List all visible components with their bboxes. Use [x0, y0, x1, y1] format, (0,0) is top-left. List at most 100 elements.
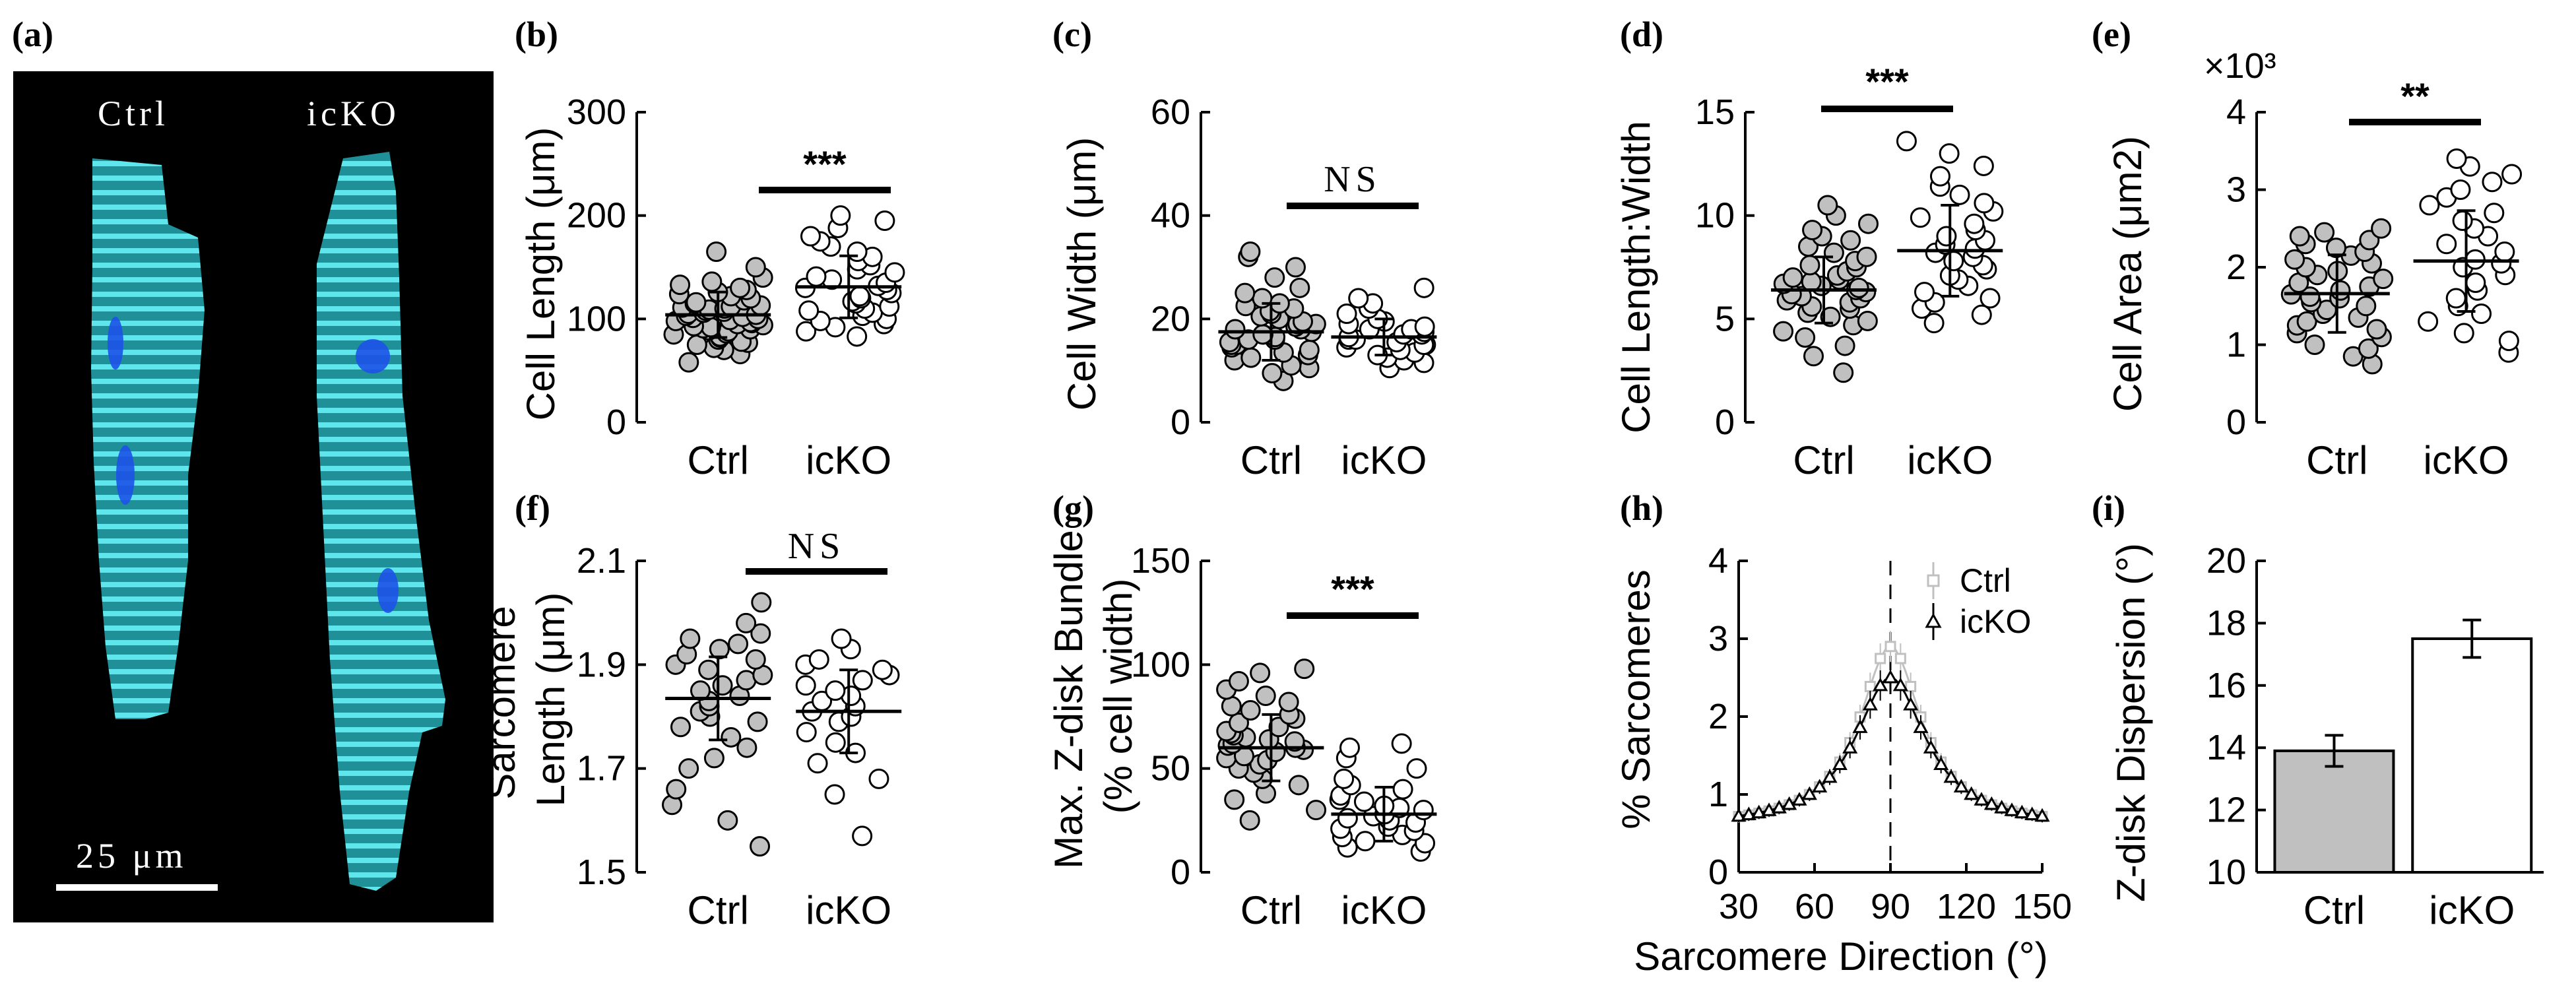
data-point-ctrl: [745, 257, 766, 278]
data-point-ctrl: [1820, 306, 1841, 327]
data-point-ctrl: [1224, 789, 1245, 810]
y-tick-label-i: 18: [2206, 603, 2246, 643]
x-tick-label-i: icKO: [2429, 888, 2515, 932]
data-point-icko: [1741, 806, 1756, 820]
data-point-ctrl: [1306, 800, 1327, 821]
data-point-ctrl: [1255, 686, 1276, 707]
chart-d: 0 5 10 15 Ctrl icKO ***: [1695, 61, 2004, 482]
data-point-icko: [2450, 179, 2471, 200]
chart-b: 0 100 200 300 Ctrl icKO ***: [567, 92, 905, 482]
data-point-ctrl: [717, 810, 738, 831]
panel-label-b: (b): [515, 15, 558, 54]
data-point-icko: [1842, 740, 1858, 754]
data-point-icko: [1339, 737, 1360, 758]
panel-a: (a) Ctrl icKO 25 μm: [12, 15, 494, 922]
data-point-ctrl: [2330, 280, 2351, 301]
data-point-ctrl: [698, 659, 719, 680]
micrograph: [13, 71, 494, 922]
data-point-icko: [1896, 131, 1917, 152]
data-point-ctrl: [1239, 810, 1260, 831]
data-point-icko: [1392, 779, 1413, 800]
data-point-ctrl: [670, 274, 691, 296]
x-tick-label-c: icKO: [1341, 438, 1427, 482]
ylabel-b: Cell Length (μm): [519, 127, 563, 421]
data-point-icko: [2498, 331, 2519, 352]
chart-c: 0 20 40 60 Ctrl icKO NS: [1151, 92, 1437, 482]
data-point-icko: [2494, 241, 2515, 262]
data-point-icko: [1983, 796, 1999, 810]
data-point-icko: [1903, 697, 1919, 711]
significance-label-g: ***: [1331, 568, 1374, 610]
chart-h: 0 1 2 3 4 30 60 90 120 150 Ctrl icKO: [1708, 541, 2072, 926]
data-point-ctrl: [2304, 335, 2325, 355]
significance-label-f: NS: [788, 526, 846, 567]
ylabel-h: % Sarcomeres: [1614, 569, 1658, 829]
panel-label-d: (d): [1620, 15, 1663, 54]
ylabel-i: Z-disk Dispersion (°): [2109, 543, 2153, 902]
y-tick-label-e: 0: [2226, 402, 2246, 442]
ylabel-c: Cell Width (μm): [1060, 137, 1104, 411]
data-point-ctrl: [1894, 653, 1906, 664]
data-point-icko: [806, 266, 827, 287]
data-point-icko: [1355, 831, 1376, 852]
y-tick-label-f: 1.9: [577, 645, 626, 684]
data-point-ctrl: [1802, 220, 1823, 241]
chart-f: 1.5 1.7 1.9 2.1 Ctrl icKO NS: [577, 526, 902, 932]
data-point-icko: [2484, 203, 2505, 224]
data-point-icko: [2419, 195, 2440, 216]
data-point-icko: [1974, 193, 1995, 214]
data-point-ctrl: [686, 292, 707, 313]
data-point-ctrl: [2366, 319, 2387, 340]
data-point-icko: [1971, 304, 1992, 325]
y-tick-label-h: 4: [1708, 541, 1728, 581]
data-point-icko: [1353, 791, 1374, 812]
data-point-icko: [2471, 304, 2492, 324]
data-point-icko: [1761, 802, 1777, 816]
y-tick-label-d: 0: [1715, 402, 1735, 442]
significance-label-c: NS: [1324, 159, 1382, 200]
data-point-icko: [1980, 288, 2001, 309]
y-tick-label-g: 150: [1131, 541, 1190, 581]
data-point-ctrl: [1799, 255, 1820, 276]
data-point-ctrl: [1235, 282, 1256, 304]
data-point-icko: [1873, 677, 1888, 691]
data-point-icko: [2014, 804, 2030, 819]
data-point-icko: [1949, 184, 1970, 205]
data-point-icko: [800, 226, 821, 247]
data-point-ctrl: [2373, 269, 2394, 290]
data-point-icko: [874, 210, 895, 231]
y-tick-label-c: 0: [1171, 402, 1190, 442]
ylabel-e: Cell Area (μm2): [2106, 136, 2150, 412]
data-point-ctrl: [2314, 222, 2335, 243]
x-tick-label-f: Ctrl: [688, 888, 749, 932]
data-point-ctrl: [1803, 346, 1824, 367]
y-tick-label-f: 2.1: [577, 541, 626, 581]
xlabel-h: Sarcomere Direction (°): [1634, 934, 2047, 979]
y-tick-label-f: 1.7: [577, 749, 626, 788]
series-line-icko: [1738, 676, 2043, 818]
data-point-icko: [1953, 779, 1969, 793]
data-point-ctrl: [1262, 363, 1283, 384]
ylabel-g-line2: (% cell width): [1096, 579, 1140, 814]
data-point-ctrl: [1782, 267, 1803, 288]
data-point-icko: [868, 768, 889, 789]
y-tick-label-f: 1.5: [577, 852, 626, 892]
data-point-icko: [807, 753, 828, 774]
data-point-icko: [1883, 669, 1898, 684]
panel-label-c: (c): [1052, 15, 1092, 54]
data-point-icko: [1923, 313, 1945, 334]
data-point-ctrl: [1875, 653, 1886, 664]
y-tick-label-c: 20: [1151, 299, 1190, 338]
panel-label-a: (a): [12, 15, 53, 54]
y-tick-label-i: 16: [2206, 666, 2246, 705]
data-point-ctrl: [750, 623, 771, 644]
significance-label-b: ***: [803, 143, 847, 185]
data-point-icko: [872, 659, 893, 680]
data-point-icko: [1964, 786, 1980, 800]
y-tick-label-d: 5: [1715, 299, 1735, 338]
data-point-ctrl: [1834, 335, 1855, 356]
data-point-icko: [1929, 166, 1950, 187]
y-tick-label-i: 14: [2206, 728, 2246, 767]
data-point-icko: [849, 286, 870, 307]
icko-nucleus-2: [377, 568, 399, 613]
